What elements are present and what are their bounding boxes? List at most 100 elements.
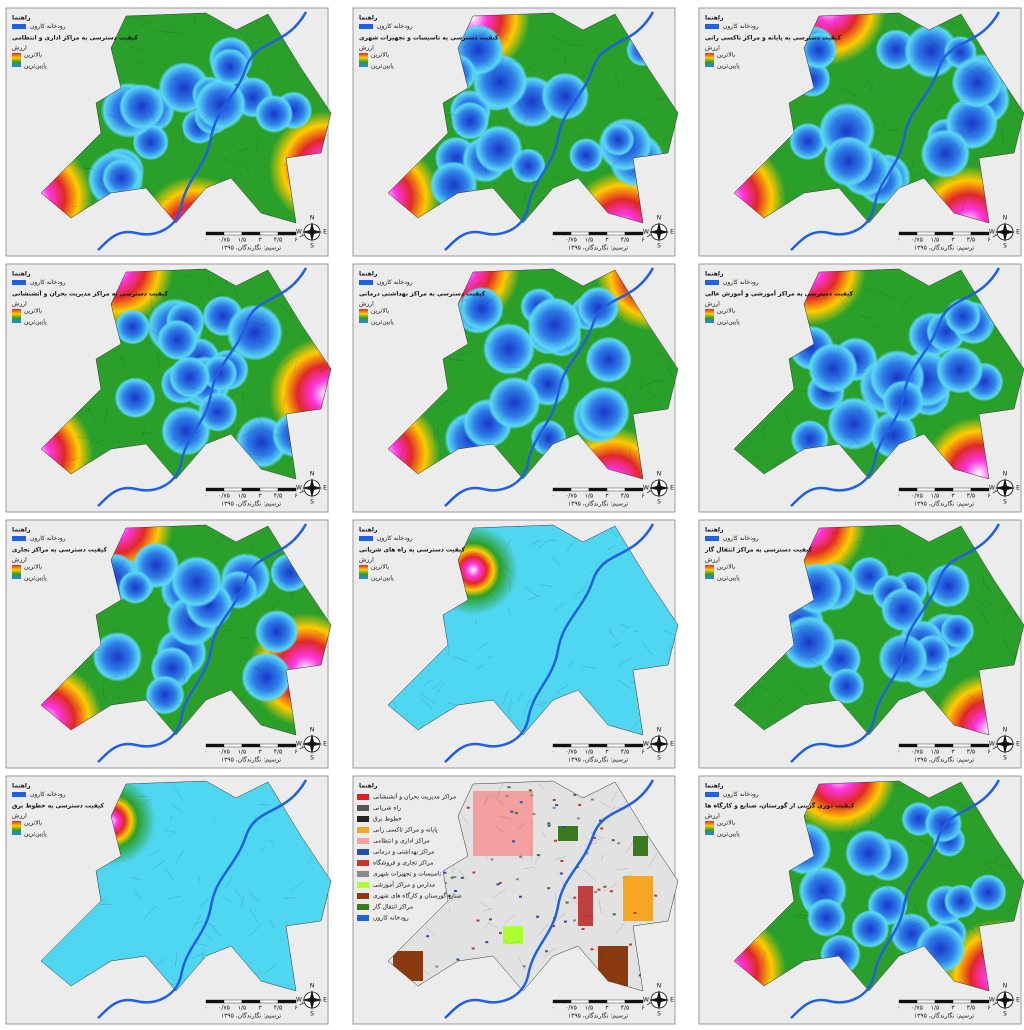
- river: [444, 267, 655, 507]
- map-area: [734, 525, 1024, 735]
- street: [566, 536, 577, 552]
- street: [629, 173, 636, 177]
- street: [86, 683, 89, 694]
- value-ramp: [359, 565, 368, 579]
- service-buffer: [881, 587, 925, 632]
- scale-tick-label: ۳: [258, 237, 262, 244]
- street: [536, 924, 549, 937]
- street: [282, 356, 294, 365]
- land-use-dot: [563, 920, 567, 923]
- legend-swatch: [357, 838, 369, 844]
- scale-tick-label: ۱/۵: [585, 237, 593, 244]
- street: [521, 115, 528, 129]
- street: [148, 849, 160, 858]
- scale-tick-label: ۳: [605, 1005, 609, 1012]
- street: [623, 387, 627, 402]
- street: [830, 104, 833, 108]
- value-low: پایین‌ترین: [371, 319, 394, 326]
- value-label: ارزش: [359, 301, 374, 308]
- river-swatch: [12, 792, 26, 797]
- street: [146, 341, 152, 345]
- street: [913, 629, 924, 633]
- service-buffer: [944, 298, 981, 335]
- compass-star: [302, 734, 322, 754]
- street: [484, 919, 492, 928]
- street: [849, 818, 857, 834]
- scale-tick-label: ۶: [294, 493, 297, 500]
- street: [166, 26, 178, 32]
- land-use-dot: [450, 876, 454, 879]
- legend-heading: راهنما: [359, 15, 378, 22]
- land-use-dot: [597, 888, 601, 891]
- street: [499, 347, 513, 357]
- credit: ترسیم: نگارندگان، ۱۳۹۵: [568, 1012, 628, 1020]
- street: [179, 610, 184, 624]
- scale-segment: [570, 999, 590, 1004]
- street: [122, 86, 132, 91]
- street: [150, 297, 154, 311]
- street: [649, 852, 658, 867]
- street: [632, 630, 640, 633]
- land-use-dot: [536, 915, 540, 918]
- street: [176, 286, 190, 301]
- street: [795, 389, 808, 392]
- street: [487, 558, 493, 568]
- scale-tick-label: ۳: [605, 749, 609, 756]
- street: [268, 918, 276, 929]
- street: [609, 631, 618, 641]
- land-use-dot: [617, 842, 621, 845]
- street: [255, 410, 264, 426]
- value-ramp: [12, 309, 21, 323]
- value-low: پایین‌ترین: [717, 831, 740, 838]
- street: [425, 927, 436, 937]
- street: [264, 817, 268, 823]
- street: [918, 410, 930, 422]
- street: [459, 352, 469, 356]
- scale-segment: [934, 743, 954, 748]
- compass-n: N: [1003, 471, 1008, 478]
- street: [904, 879, 911, 886]
- street: [171, 804, 182, 811]
- compass-e: E: [323, 485, 327, 492]
- compass-s: S: [1003, 499, 1007, 506]
- scale-tick-label: ۰: [551, 1005, 554, 1012]
- street: [182, 607, 197, 623]
- street: [495, 826, 504, 833]
- land-use-dot: [514, 811, 518, 814]
- street: [222, 896, 231, 902]
- service-buffer: [157, 319, 198, 361]
- street: [838, 657, 847, 666]
- land-use-dot: [594, 891, 598, 894]
- scale-tick-label: ۰: [204, 1005, 207, 1012]
- street: [137, 795, 150, 797]
- river: [97, 11, 308, 251]
- river-label: رودخانه کارون: [723, 23, 759, 30]
- service-buffer: [460, 287, 504, 331]
- legend-heading: راهنما: [705, 783, 724, 790]
- credit: ترسیم: نگارندگان، ۱۳۹۵: [221, 500, 281, 508]
- city-outline: [40, 12, 332, 224]
- street: [197, 113, 210, 123]
- street: [924, 36, 940, 48]
- scale-tick-label: ۴/۵: [967, 1005, 975, 1012]
- street: [256, 656, 266, 671]
- value-label: ارزش: [12, 301, 27, 308]
- street: [863, 436, 866, 440]
- city-outline: [733, 12, 1024, 224]
- street: [617, 679, 632, 690]
- land-use-parcel: [578, 886, 593, 926]
- legend-label: تاسیسات و تجهیزات شهری: [373, 871, 442, 878]
- street: [582, 869, 596, 881]
- street: [256, 20, 260, 28]
- street: [443, 105, 457, 117]
- street: [581, 71, 591, 77]
- river-swatch: [705, 24, 719, 29]
- compass-e: E: [670, 485, 674, 492]
- street: [956, 54, 970, 63]
- street: [447, 893, 460, 904]
- land-use-dot: [435, 965, 439, 968]
- street: [994, 847, 1005, 860]
- street: [162, 700, 169, 707]
- scale-tick-label: ۶: [641, 237, 644, 244]
- street: [524, 60, 537, 73]
